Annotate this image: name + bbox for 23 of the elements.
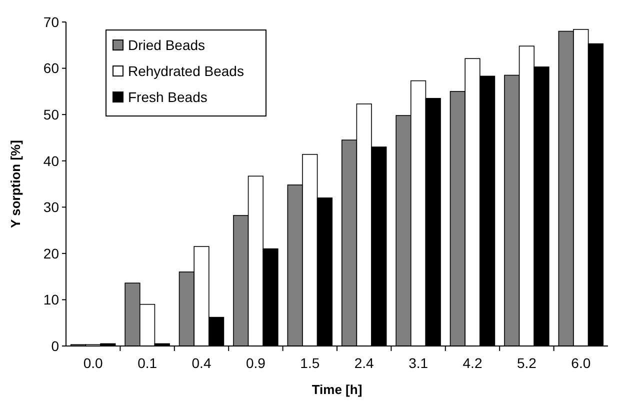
x-tick-label: 6.0: [571, 355, 591, 371]
y-tick-label: 0: [51, 338, 60, 354]
x-tick-label: 4.2: [462, 355, 482, 371]
legend-label: Rehydrated Beads: [128, 62, 244, 79]
x-tick-label: 5.2: [516, 355, 537, 371]
legend-label: Dried Beads: [128, 36, 206, 53]
y-tick-label: 60: [43, 60, 60, 76]
y-tick-label: 70: [43, 14, 60, 30]
y-tick-label: 40: [43, 152, 60, 169]
y-axis-title: Y sorption [%]: [8, 140, 23, 228]
x-tick-label: 0.1: [138, 355, 158, 371]
y-tick-label: 20: [43, 245, 60, 262]
x-tick-label: 0.0: [83, 355, 104, 371]
y-tick-label: 50: [43, 106, 60, 122]
y-tick-label: 10: [43, 292, 60, 308]
x-tick-label: 1.5: [300, 355, 320, 371]
x-tick-label: 0.4: [192, 355, 212, 371]
y-tick-label: 30: [43, 199, 60, 216]
x-axis-title: Time [h]: [312, 382, 362, 397]
x-tick-label: 0.9: [246, 355, 266, 371]
x-tick-label: 2.4: [354, 355, 374, 371]
legend-label: Fresh Beads: [128, 88, 208, 105]
x-tick-label: 3.1: [408, 355, 428, 371]
